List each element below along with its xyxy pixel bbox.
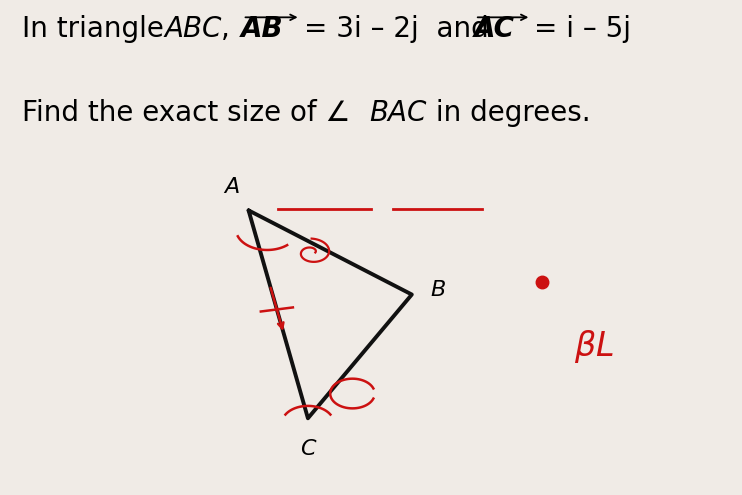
Text: BAC: BAC [369,99,426,127]
Text: B: B [430,280,446,299]
Text: C: C [301,439,315,459]
Text: A: A [225,177,240,197]
Text: in degrees.: in degrees. [427,99,591,127]
Text: AC: AC [473,15,514,43]
Text: = 3i – 2j  and: = 3i – 2j and [304,15,489,43]
Text: $\beta$L: $\beta$L [574,328,614,365]
Text: AB: AB [241,15,283,43]
Text: Find the exact size of ∠: Find the exact size of ∠ [22,99,351,127]
Text: = i – 5j: = i – 5j [534,15,631,43]
Text: ,: , [221,15,230,43]
Text: ABC: ABC [165,15,222,43]
Text: In triangle: In triangle [22,15,173,43]
